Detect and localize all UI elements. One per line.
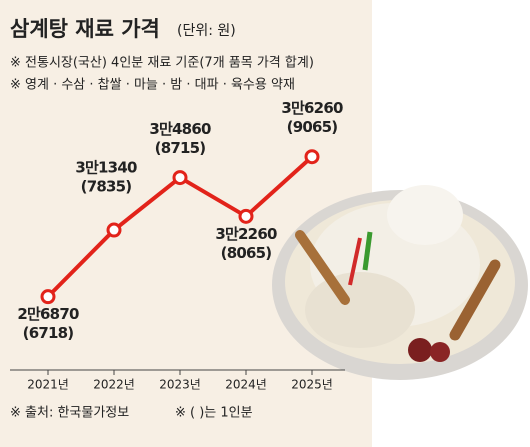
- value-label: 3만1340: [75, 159, 137, 177]
- x-tick-label: 2023년: [159, 378, 201, 392]
- unit-label: (단위: 원): [177, 23, 236, 39]
- sub-label: (8065): [221, 244, 272, 262]
- photo: [272, 185, 528, 380]
- value-label: 2만6870: [17, 305, 79, 323]
- x-tick-label: 2022년: [93, 378, 135, 392]
- x-tick-label: 2025년: [291, 378, 333, 392]
- sub-label: (6718): [23, 324, 74, 342]
- value-label: 3만6260: [281, 99, 343, 117]
- chart-title: 삼계탕 재료 가격: [10, 17, 160, 41]
- sub-label: (9065): [287, 118, 338, 136]
- note: ※ 전통시장(국산) 4인분 재료 기준(7개 품목 가격 합계): [10, 56, 314, 71]
- source: ※ 출처: 한국물가정보: [10, 406, 129, 421]
- sub-label: (7835): [81, 178, 132, 196]
- x-tick-label: 2021년: [27, 378, 69, 392]
- x-tick-label: 2024년: [225, 378, 267, 392]
- value-label: 3만2260: [215, 225, 277, 243]
- point: [238, 208, 254, 224]
- sub-label: (8715): [155, 139, 206, 157]
- value-label: 3만4860: [149, 120, 211, 138]
- point: [106, 222, 122, 238]
- point: [304, 149, 320, 165]
- footnote: ※ ( )는 1인분: [175, 406, 253, 421]
- note: ※ 영계 · 수삼 · 찹쌀 · 마늘 · 밤 · 대파 · 육수용 약재: [10, 78, 295, 93]
- point: [172, 170, 188, 186]
- point: [40, 289, 56, 305]
